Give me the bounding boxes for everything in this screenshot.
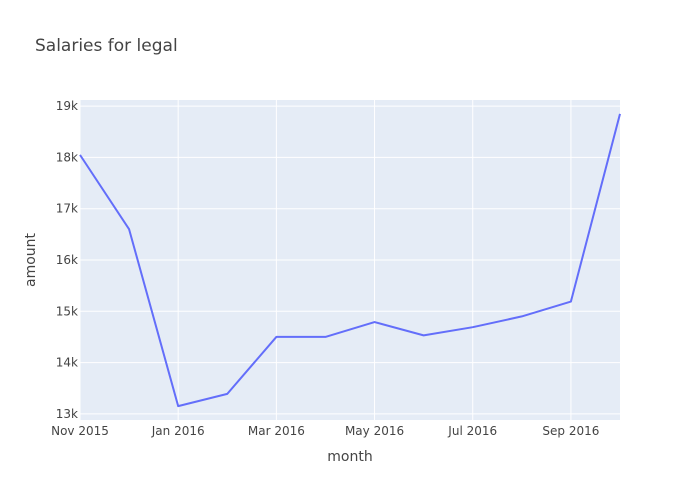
x-tick-label: Sep 2016 bbox=[542, 424, 599, 438]
y-tick-label: 14k bbox=[56, 356, 78, 370]
x-axis-ticks: Nov 2015 Jan 2016 Mar 2016 May 2016 Jul 2016… bbox=[51, 424, 599, 438]
y-tick-label: 19k bbox=[56, 99, 78, 113]
y-tick-label: 16k bbox=[56, 253, 78, 267]
chart-title: Salaries for legal bbox=[35, 36, 178, 56]
y-tick-label: 15k bbox=[56, 304, 78, 318]
x-tick-label: Nov 2015 bbox=[51, 424, 109, 438]
x-axis-label: month bbox=[327, 449, 372, 465]
y-tick-label: 17k bbox=[56, 202, 78, 216]
x-tick-label: Jul 2016 bbox=[447, 424, 497, 438]
gridlines bbox=[79, 100, 620, 420]
x-tick-label: Jan 2016 bbox=[151, 424, 205, 438]
series-line bbox=[79, 113, 621, 408]
x-tick-label: Mar 2016 bbox=[248, 424, 305, 438]
x-tick-label: May 2016 bbox=[345, 424, 404, 438]
y-axis-label: amount bbox=[23, 232, 39, 287]
series-lines bbox=[79, 113, 621, 408]
y-axis-ticks: 13k 14k 15k 16k 17k 18k 19k bbox=[56, 99, 78, 421]
y-tick-label: 13k bbox=[56, 407, 78, 421]
y-tick-label: 18k bbox=[56, 150, 78, 164]
